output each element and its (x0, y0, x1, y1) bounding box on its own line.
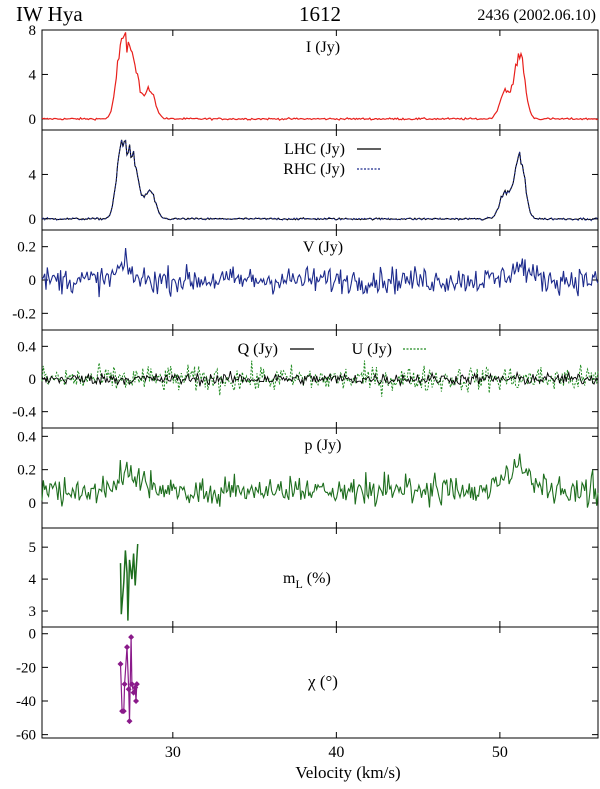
chi-point (126, 718, 133, 725)
xtick-label: 50 (492, 744, 508, 761)
ytick-label-I: 0 (29, 112, 37, 128)
ytick-label-chi: -20 (16, 660, 36, 676)
panel-title-I: I (Jy) (306, 39, 340, 56)
legend-Q-label: Q (Jy) (238, 341, 278, 358)
xtick-label: 30 (165, 744, 181, 761)
chi-point (130, 689, 137, 696)
ytick-label-QU: 0.4 (17, 339, 36, 355)
ytick-label-chi: -60 (16, 728, 36, 744)
header-source: IW Hya (16, 2, 83, 26)
ytick-label-LR: 0 (29, 212, 37, 228)
xtick-label: 40 (328, 744, 344, 761)
series-p-line (41, 453, 599, 508)
panel-title-mL: mL (%) (283, 570, 331, 591)
panel-title-mL-subscript: L (295, 577, 302, 591)
series-mL-line (119, 543, 139, 621)
ytick-label-mL: 5 (29, 540, 37, 556)
legend-RHC-label: RHC (Jy) (283, 161, 345, 178)
chi-point (128, 634, 135, 641)
ytick-label-p: 0 (29, 496, 37, 512)
chi-point (120, 708, 127, 715)
chi-point (125, 686, 132, 693)
ytick-label-LR: 4 (29, 167, 37, 183)
chi-point (133, 681, 140, 688)
panel-title-mL-suffix: (%) (303, 570, 331, 587)
ytick-label-V: 0 (29, 273, 37, 289)
ytick-label-p: 0.2 (17, 463, 36, 479)
panel-LR: 0 4 LHC (Jy) RHC (Jy) (29, 129, 599, 231)
ytick-label-mL: 3 (29, 604, 37, 620)
panel-title-p: p (Jy) (305, 437, 342, 454)
ytick-label-V: -0.2 (12, 306, 36, 322)
panel-QU: -0.4 0 0.4 Q (Jy) U (Jy) (12, 329, 599, 429)
ytick-label-I: 4 (29, 67, 37, 83)
header-epoch: 2436 (2002.06.10) (477, 7, 596, 24)
panel-title-chi: χ (°) (307, 672, 338, 691)
series-RHC-line (41, 139, 599, 222)
ytick-label-V: 0.2 (17, 240, 36, 256)
chi-point (128, 681, 135, 688)
header-line: 1612 (299, 2, 341, 26)
series-U-line (41, 360, 599, 397)
chi-point (121, 681, 128, 688)
chi-point (133, 698, 140, 704)
ytick-label-chi: 0 (29, 627, 37, 643)
ytick-label-chi: -40 (16, 694, 36, 710)
chi-point (117, 661, 124, 667)
x-axis-label: Velocity (km/s) (295, 763, 400, 782)
panel-I: 0 4 8 I (Jy) (29, 23, 599, 131)
ytick-label-QU: 0 (29, 372, 37, 388)
ytick-label-I: 8 (29, 23, 37, 39)
panel-chi: -60 -40 -20 0 χ (°) 30 40 50 (16, 626, 599, 761)
ytick-label-QU: -0.4 (12, 405, 36, 421)
ytick-label-p: 0.4 (17, 429, 36, 445)
panel-frame-chi (41, 626, 599, 739)
panel-title-V: V (Jy) (303, 239, 343, 256)
panel-V: -0.2 0 0.2 V (Jy) (12, 229, 599, 331)
panel-mL: 3 4 5 mL (%) (29, 527, 599, 628)
series-chi-line (119, 637, 138, 722)
ytick-label-mL: 4 (29, 572, 37, 588)
panel-p: 0 0.2 0.4 p (Jy) (17, 427, 599, 529)
legend-LHC-label: LHC (Jy) (284, 141, 345, 158)
series-Q-line (41, 370, 599, 387)
series-V-line (41, 248, 599, 298)
series-I-line (41, 32, 599, 122)
legend-U-label: U (Jy) (352, 341, 392, 358)
chi-point (124, 644, 131, 651)
